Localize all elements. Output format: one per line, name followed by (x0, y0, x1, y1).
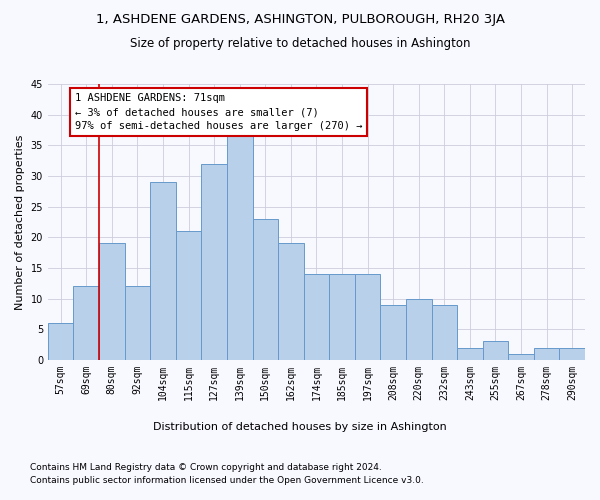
Text: 1, ASHDENE GARDENS, ASHINGTON, PULBOROUGH, RH20 3JA: 1, ASHDENE GARDENS, ASHINGTON, PULBOROUG… (95, 12, 505, 26)
Bar (355, 274, 380, 360)
Bar (380, 304, 406, 360)
Bar (559, 348, 585, 360)
Bar (48, 323, 73, 360)
Text: Distribution of detached houses by size in Ashington: Distribution of detached houses by size … (153, 422, 447, 432)
Bar (73, 286, 99, 360)
Bar (329, 274, 355, 360)
Bar (150, 182, 176, 360)
Y-axis label: Number of detached properties: Number of detached properties (15, 134, 25, 310)
Bar (176, 231, 202, 360)
Bar (431, 304, 457, 360)
Text: Contains public sector information licensed under the Open Government Licence v3: Contains public sector information licen… (30, 476, 424, 485)
Bar (508, 354, 534, 360)
Bar (202, 164, 227, 360)
Text: 1 ASHDENE GARDENS: 71sqm
← 3% of detached houses are smaller (7)
97% of semi-det: 1 ASHDENE GARDENS: 71sqm ← 3% of detache… (75, 93, 362, 131)
Bar (278, 244, 304, 360)
Bar (534, 348, 559, 360)
Bar (482, 342, 508, 360)
Bar (125, 286, 150, 360)
Bar (99, 244, 125, 360)
Bar (457, 348, 482, 360)
Text: Contains HM Land Registry data © Crown copyright and database right 2024.: Contains HM Land Registry data © Crown c… (30, 462, 382, 471)
Text: Size of property relative to detached houses in Ashington: Size of property relative to detached ho… (130, 38, 470, 51)
Bar (406, 298, 431, 360)
Bar (227, 133, 253, 360)
Bar (304, 274, 329, 360)
Bar (253, 219, 278, 360)
